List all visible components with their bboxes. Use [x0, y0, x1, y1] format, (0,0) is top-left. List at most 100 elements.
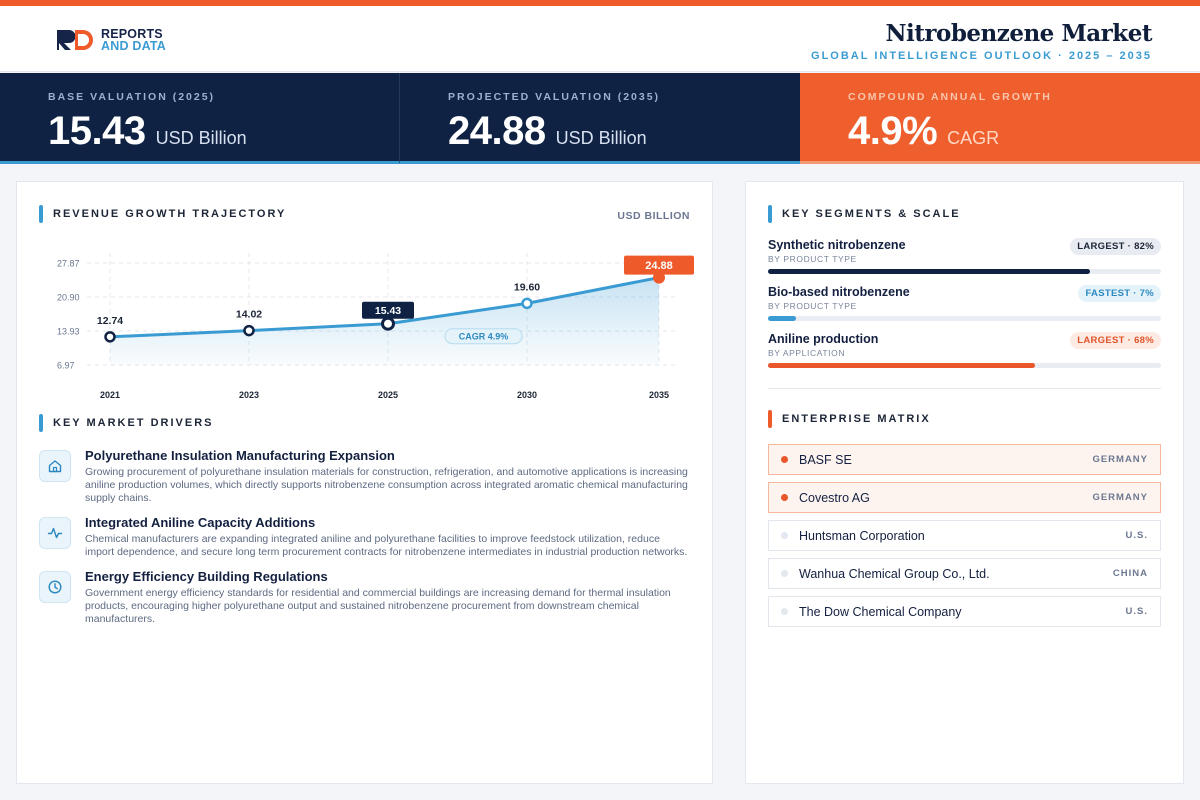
- segment-item: Bio-based nitrobenzene BY PRODUCT TYPE F…: [768, 285, 1161, 321]
- enterprise-row[interactable]: Huntsman Corporation U.S.: [768, 520, 1161, 551]
- chart-unit-label: USD BILLION: [617, 210, 690, 222]
- x-tick-label: 2025: [378, 390, 398, 400]
- section-accent: [39, 205, 43, 223]
- data-label: 12.74: [97, 315, 123, 327]
- home-icon: [39, 450, 71, 482]
- y-tick-label: 20.90: [57, 293, 80, 303]
- enterprise-row[interactable]: Covestro AG GERMANY: [768, 482, 1161, 513]
- segment-item: Aniline production BY APPLICATION LARGES…: [768, 332, 1161, 368]
- status-dot-icon: [781, 456, 788, 463]
- segment-bar-fill: [768, 316, 796, 321]
- segment-category: BY PRODUCT TYPE: [768, 254, 857, 264]
- enterprise-row[interactable]: The Dow Chemical Company U.S.: [768, 596, 1161, 627]
- status-dot-icon: [781, 570, 788, 577]
- pulse-icon: [39, 517, 71, 549]
- kpi-label: BASE VALUATION (2025): [48, 91, 216, 103]
- status-dot-icon: [781, 608, 788, 615]
- header: REPORTS AND DATA Nitrobenzene Market GLO…: [0, 6, 1200, 72]
- segment-name: Synthetic nitrobenzene: [768, 238, 906, 252]
- segment-bar-track: [768, 363, 1161, 368]
- enterprise-name: BASF SE: [799, 452, 852, 467]
- cagr-annotation: CAGR 4.9%: [459, 332, 509, 342]
- top-accent-bar: [0, 0, 1200, 6]
- cagr-pill: [444, 328, 523, 345]
- trajectory-title: REVENUE GROWTH TRAJECTORY: [53, 208, 287, 220]
- status-dot-icon: [781, 532, 788, 539]
- driver-title: Polyurethane Insulation Manufacturing Ex…: [85, 448, 395, 463]
- kpi-unit: USD Billion: [555, 128, 647, 148]
- enterprise-country: U.S.: [1125, 606, 1148, 617]
- segment-category: BY APPLICATION: [768, 348, 846, 358]
- enterprise-name: The Dow Chemical Company: [799, 604, 962, 619]
- section-accent: [768, 205, 772, 223]
- drivers-list: Polyurethane Insulation Manufacturing Ex…: [39, 448, 689, 636]
- driver-item: Polyurethane Insulation Manufacturing Ex…: [39, 448, 689, 505]
- section-accent: [768, 410, 772, 428]
- brand-logo[interactable]: REPORTS AND DATA: [55, 28, 166, 52]
- logo-mark-icon: [57, 30, 93, 50]
- chart-area-fill: [110, 277, 659, 365]
- data-label: 14.02: [236, 309, 262, 321]
- segment-item: Synthetic nitrobenzene BY PRODUCT TYPE L…: [768, 238, 1161, 274]
- segment-name: Bio-based nitrobenzene: [768, 285, 910, 299]
- enterprise-country: GERMANY: [1092, 454, 1148, 465]
- x-tick-label: 2030: [517, 390, 537, 400]
- page-title: Nitrobenzene Market: [885, 20, 1152, 47]
- enterprise-row[interactable]: Wanhua Chemical Group Co., Ltd. CHINA: [768, 558, 1161, 589]
- segment-badge: LARGEST · 68%: [1070, 332, 1161, 349]
- segment-badge: LARGEST · 82%: [1070, 238, 1161, 255]
- data-point: [104, 331, 116, 343]
- enterprise-name: Covestro AG: [799, 490, 870, 505]
- trajectory-card: REVENUE GROWTH TRAJECTORY USD BILLION 27…: [16, 181, 713, 784]
- driver-title: Integrated Aniline Capacity Additions: [85, 515, 316, 530]
- data-label: 24.88: [645, 260, 673, 272]
- kpi-strip: BASE VALUATION (2025) 15.43 USD Billion …: [0, 73, 1200, 164]
- segment-category: BY PRODUCT TYPE: [768, 301, 857, 311]
- driver-item: Energy Efficiency Building Regulations G…: [39, 569, 689, 626]
- enterprise-country: U.S.: [1125, 530, 1148, 541]
- kpi-label: PROJECTED VALUATION (2035): [448, 91, 661, 103]
- data-label: 19.60: [514, 281, 540, 293]
- kpi-unit: CAGR: [947, 128, 1000, 148]
- x-tick-label: 2021: [100, 390, 120, 400]
- segment-bar-fill: [768, 269, 1091, 274]
- kpi-unit: USD Billion: [155, 128, 247, 148]
- driver-description: Chemical manufacturers are expanding int…: [85, 533, 688, 558]
- driver-item: Integrated Aniline Capacity Additions Ch…: [39, 515, 689, 559]
- segments-card: KEY SEGMENTS & SCALE Synthetic nitrobenz…: [745, 181, 1184, 784]
- data-point: [521, 297, 533, 310]
- segment-bar-track: [768, 269, 1161, 274]
- kpi-cagr: COMPOUND ANNUAL GROWTH 4.9% CAGR: [800, 73, 1200, 164]
- x-tick-label: 2035: [649, 390, 669, 400]
- drivers-title: KEY MARKET DRIVERS: [53, 417, 214, 429]
- enterprise-matrix: BASF SE GERMANY Covestro AG GERMANY Hunt…: [768, 444, 1161, 634]
- logo-line-1: REPORTS: [101, 27, 163, 41]
- y-tick-label: 6.97: [57, 361, 75, 371]
- data-label-bg: [624, 255, 694, 275]
- y-tick-label: 27.87: [57, 259, 80, 269]
- kpi-base-valuation: BASE VALUATION (2025) 15.43 USD Billion: [0, 73, 400, 164]
- section-accent: [39, 414, 43, 432]
- clock-icon: [39, 571, 71, 603]
- segment-bar-track: [768, 316, 1161, 321]
- status-dot-icon: [781, 494, 788, 501]
- segment-badge: FASTEST · 7%: [1078, 285, 1161, 302]
- segment-bar-fill: [768, 363, 1036, 368]
- segments-list: Synthetic nitrobenzene BY PRODUCT TYPE L…: [768, 238, 1161, 379]
- kpi-label: COMPOUND ANNUAL GROWTH: [848, 91, 1052, 103]
- matrix-title: ENTERPRISE MATRIX: [782, 413, 931, 425]
- data-point: [243, 324, 255, 337]
- kpi-value: 15.43: [48, 109, 146, 153]
- data-label-bg: [362, 301, 414, 319]
- enterprise-country: CHINA: [1112, 568, 1148, 579]
- kpi-value: 24.88: [448, 109, 546, 153]
- segments-title: KEY SEGMENTS & SCALE: [782, 208, 961, 220]
- logo-line-2: AND DATA: [101, 39, 167, 53]
- enterprise-country: GERMANY: [1092, 492, 1148, 503]
- enterprise-name: Huntsman Corporation: [799, 528, 925, 543]
- kpi-value: 4.9%: [848, 109, 938, 153]
- data-label: 15.43: [375, 305, 401, 317]
- data-point: [381, 316, 395, 331]
- driver-description: Government energy efficiency standards f…: [85, 587, 671, 625]
- enterprise-row[interactable]: BASF SE GERMANY: [768, 444, 1161, 475]
